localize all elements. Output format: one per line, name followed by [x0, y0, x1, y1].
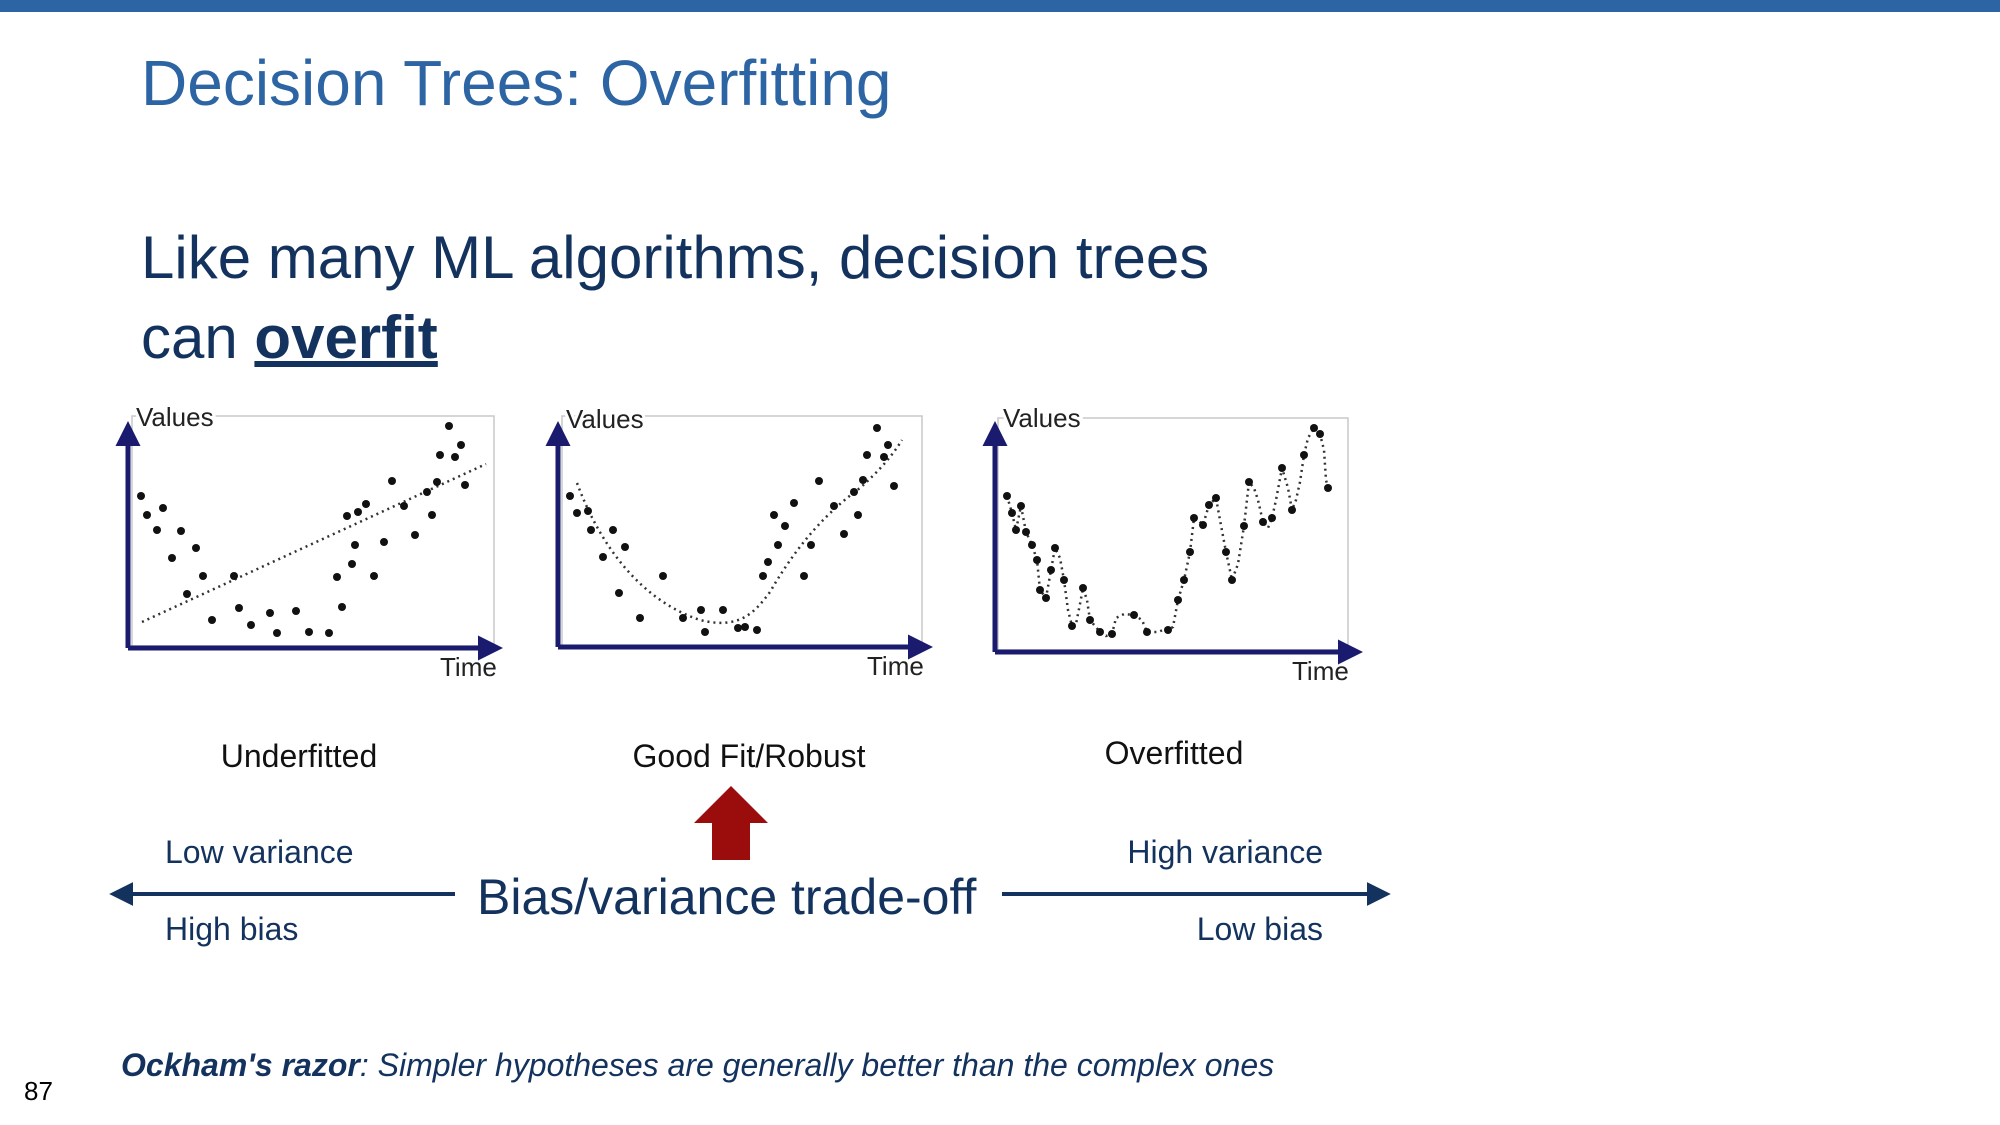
slide-body: Like many ML algorithms, decision trees …: [141, 218, 1209, 378]
fit-curve: [1005, 425, 1330, 638]
ockham-note: Ockham's razor: Simpler hypotheses are g…: [121, 1047, 1274, 1084]
ockham-term: Ockham's razor: [121, 1047, 360, 1083]
overfit-emphasis: overfit: [254, 304, 438, 371]
right-top-label: High variance: [1127, 834, 1323, 870]
y-axis-label: Values: [1003, 403, 1081, 433]
panel-underfitted: Values Time: [115, 399, 503, 682]
x-axis-label: Time: [1292, 656, 1349, 686]
fit-line: [141, 462, 487, 624]
data-points: [566, 424, 898, 636]
y-axis-label: Values: [136, 402, 214, 432]
caption-overfitted: Overfitted: [1104, 735, 1244, 771]
x-axis-label: Time: [867, 651, 924, 681]
fit-curve: [575, 439, 904, 625]
tradeoff-label: Bias/variance trade-off: [477, 869, 977, 925]
panel-frame: [131, 415, 495, 647]
left-top-label: Low variance: [165, 834, 354, 870]
page-number: 87: [24, 1076, 53, 1106]
body-line-2-prefix: can: [141, 304, 255, 371]
body-line-2: can overfit: [141, 298, 1209, 378]
panel-overfitted: Values Time: [982, 400, 1363, 686]
right-bottom-label: Low bias: [1196, 911, 1323, 947]
red-up-arrow-icon: [694, 786, 768, 860]
ockham-text: : Simpler hypotheses are generally bette…: [359, 1047, 1275, 1083]
left-bottom-label: High bias: [165, 911, 299, 947]
data-points: [1003, 424, 1332, 638]
caption-good-fit: Good Fit/Robust: [632, 738, 866, 774]
panel-frame: [997, 417, 1349, 651]
y-axis-label: Values: [566, 404, 644, 434]
x-axis-label: Time: [440, 652, 497, 682]
data-points: [137, 422, 469, 637]
panel-good-fit: Values Time: [545, 401, 933, 681]
slide-title: Decision Trees: Overfitting: [141, 47, 892, 119]
top-accent-bar: [0, 0, 2000, 12]
caption-underfitted: Underfitted: [220, 738, 378, 774]
body-line-1: Like many ML algorithms, decision trees: [141, 224, 1210, 291]
